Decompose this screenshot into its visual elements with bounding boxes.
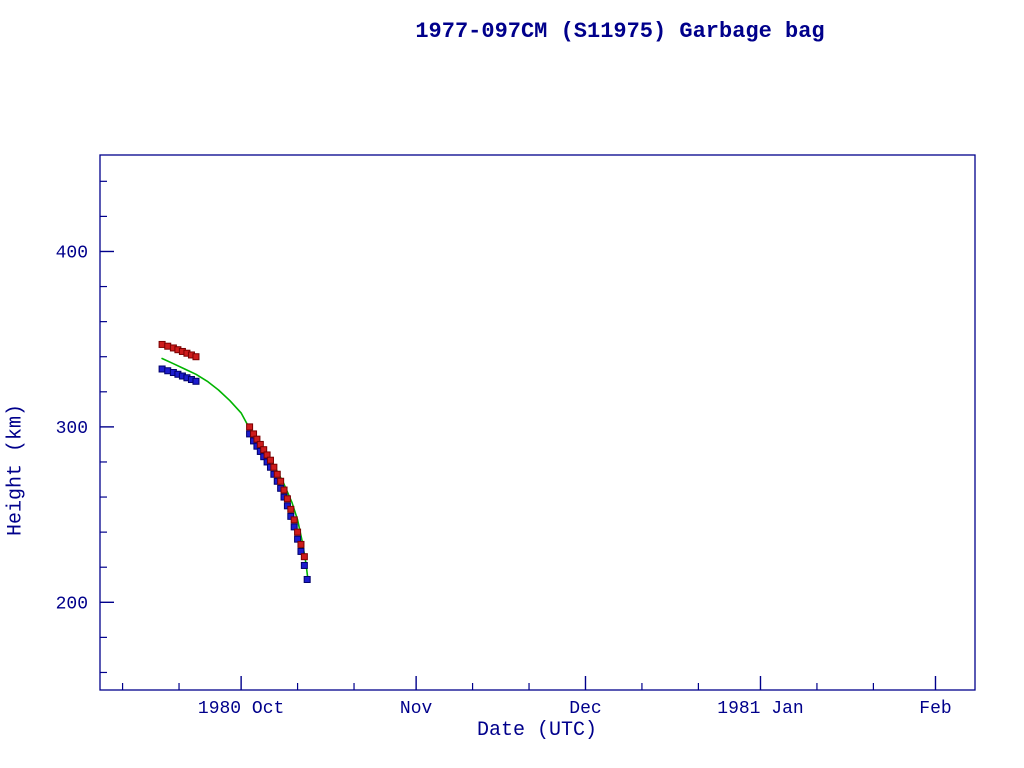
x-tick-label: Nov: [400, 699, 433, 719]
apogee-height-marker: [290, 516, 298, 524]
perigee-height-marker: [300, 561, 308, 569]
perigee-height-marker: [158, 365, 166, 373]
perigee-height-marker: [164, 367, 172, 375]
y-tick-label: 200: [56, 594, 88, 614]
apogee-height-marker: [192, 353, 200, 361]
apogee-height-marker: [280, 486, 288, 494]
apogee-height-marker: [164, 342, 172, 350]
perigee-height-marker: [192, 377, 200, 385]
mean-height-fit-line: [161, 357, 309, 579]
apogee-height-marker: [283, 495, 291, 503]
apogee-height-marker: [266, 456, 274, 464]
plot-frame: [99, 154, 976, 691]
apogee-height-marker: [297, 540, 305, 548]
apogee-height-marker: [273, 470, 281, 478]
apogee-height-marker: [294, 528, 302, 536]
x-axis-label: Date (UTC): [476, 719, 598, 742]
perigee-height-marker: [303, 575, 311, 583]
x-tick-label: 1981 Jan: [717, 699, 803, 719]
apogee-height-marker: [158, 340, 166, 348]
apogee-height-marker: [287, 505, 295, 513]
chart-title: 1977-097CM (S11975) Garbage bag: [415, 19, 825, 44]
apogee-height-marker: [277, 477, 285, 485]
apogee-height-marker: [246, 423, 254, 431]
x-tick-label: 1980 Oct: [198, 699, 284, 719]
x-tick-label: Dec: [569, 699, 601, 719]
apogee-height-marker: [270, 463, 278, 471]
y-tick-label: 300: [56, 419, 88, 439]
apogee-height-marker: [300, 553, 308, 561]
y-tick-label: 400: [56, 243, 88, 263]
x-tick-label: Feb: [919, 699, 951, 719]
